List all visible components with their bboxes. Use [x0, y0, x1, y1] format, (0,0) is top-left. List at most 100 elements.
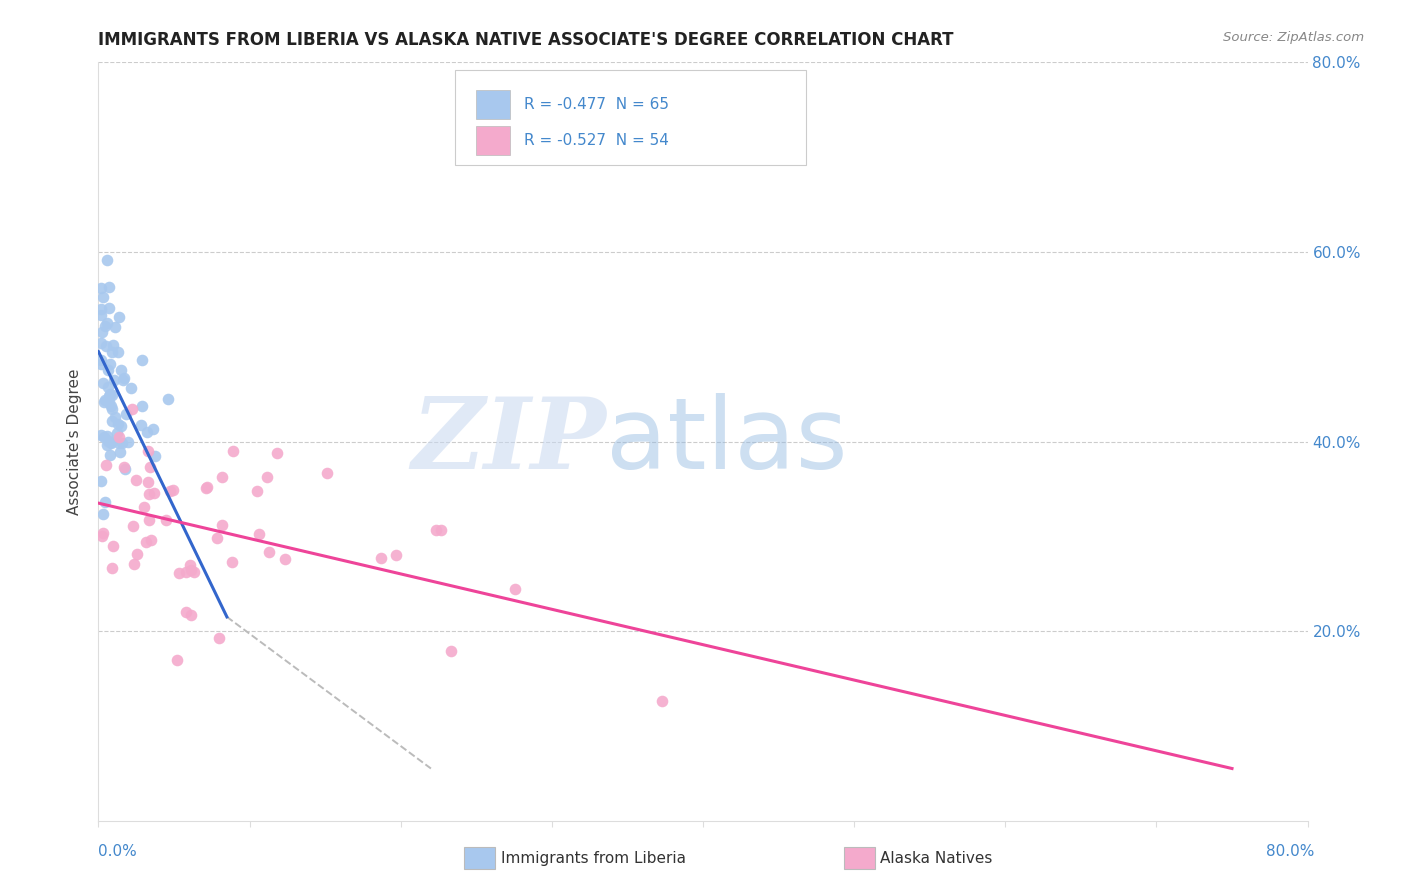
- Y-axis label: Associate's Degree: Associate's Degree: [67, 368, 83, 515]
- Point: [111, 436, 134, 450]
- Point: [111, 374, 134, 388]
- Text: R = -0.477  N = 65: R = -0.477 N = 65: [524, 96, 669, 112]
- Point: [97, 394, 120, 409]
- Point: [257, 545, 280, 559]
- Point: [90, 474, 112, 488]
- Point: [125, 473, 148, 487]
- Point: [97, 434, 120, 448]
- Point: [104, 319, 127, 334]
- Point: [115, 407, 138, 421]
- Point: [370, 551, 392, 566]
- Point: [93, 318, 115, 333]
- Point: [104, 410, 127, 425]
- Point: [96, 316, 118, 330]
- Point: [180, 563, 202, 577]
- Point: [221, 555, 243, 569]
- Point: [166, 653, 188, 667]
- Point: [103, 373, 125, 387]
- Point: [208, 631, 231, 645]
- Point: [101, 560, 124, 574]
- Text: atlas: atlas: [606, 393, 848, 490]
- Point: [91, 529, 114, 543]
- Point: [96, 339, 118, 353]
- Point: [101, 539, 124, 553]
- Point: [105, 426, 128, 441]
- Point: [100, 399, 122, 413]
- Point: [107, 430, 129, 444]
- Point: [91, 525, 114, 540]
- Point: [98, 448, 121, 462]
- FancyBboxPatch shape: [475, 126, 509, 155]
- Point: [430, 523, 453, 537]
- Point: [97, 389, 120, 403]
- Point: [101, 338, 124, 352]
- Point: [174, 566, 197, 580]
- Point: [136, 444, 159, 458]
- Point: [211, 469, 233, 483]
- Point: [121, 401, 143, 416]
- Point: [101, 414, 124, 428]
- Point: [97, 379, 120, 393]
- Point: [247, 526, 270, 541]
- Point: [155, 513, 177, 527]
- Point: [138, 487, 160, 501]
- Point: [112, 370, 135, 384]
- Text: IMMIGRANTS FROM LIBERIA VS ALASKA NATIVE ASSOCIATE'S DEGREE CORRELATION CHART: IMMIGRANTS FROM LIBERIA VS ALASKA NATIVE…: [98, 31, 953, 49]
- Point: [266, 446, 288, 460]
- Point: [122, 518, 145, 533]
- Point: [138, 513, 160, 527]
- Point: [440, 643, 463, 657]
- Point: [136, 475, 159, 490]
- Point: [101, 402, 124, 417]
- Point: [110, 418, 132, 433]
- Point: [246, 483, 269, 498]
- Point: [90, 308, 112, 322]
- Point: [503, 582, 526, 596]
- Point: [107, 417, 129, 431]
- Point: [98, 387, 121, 401]
- Point: [100, 434, 122, 449]
- Point: [180, 608, 202, 623]
- Point: [91, 290, 114, 304]
- Point: [122, 558, 145, 572]
- Point: [120, 380, 142, 394]
- FancyBboxPatch shape: [456, 70, 806, 165]
- Point: [174, 605, 197, 619]
- Point: [207, 531, 229, 545]
- Point: [112, 459, 135, 474]
- Point: [117, 434, 139, 449]
- Point: [131, 352, 153, 367]
- Point: [98, 301, 121, 316]
- Point: [273, 552, 295, 566]
- Point: [256, 469, 278, 483]
- Point: [98, 280, 121, 294]
- Text: 0.0%: 0.0%: [98, 845, 138, 859]
- Point: [100, 436, 122, 450]
- Point: [142, 422, 165, 436]
- Point: [108, 445, 131, 459]
- Point: [97, 363, 120, 377]
- Point: [101, 388, 124, 402]
- Point: [183, 565, 205, 579]
- Point: [316, 466, 339, 480]
- Point: [96, 458, 118, 472]
- Point: [125, 547, 148, 561]
- Point: [96, 437, 118, 451]
- Point: [139, 460, 162, 475]
- FancyBboxPatch shape: [475, 90, 509, 119]
- Point: [222, 443, 245, 458]
- Point: [211, 518, 233, 533]
- Point: [108, 436, 131, 450]
- Point: [90, 428, 112, 442]
- Point: [96, 429, 118, 443]
- Point: [651, 694, 673, 708]
- Point: [135, 535, 157, 549]
- Point: [132, 500, 155, 514]
- Point: [91, 376, 114, 390]
- Point: [159, 483, 181, 498]
- Point: [91, 325, 114, 339]
- Point: [136, 425, 159, 439]
- Text: Source: ZipAtlas.com: Source: ZipAtlas.com: [1223, 31, 1364, 45]
- Point: [131, 417, 153, 432]
- Text: R = -0.527  N = 54: R = -0.527 N = 54: [524, 133, 669, 148]
